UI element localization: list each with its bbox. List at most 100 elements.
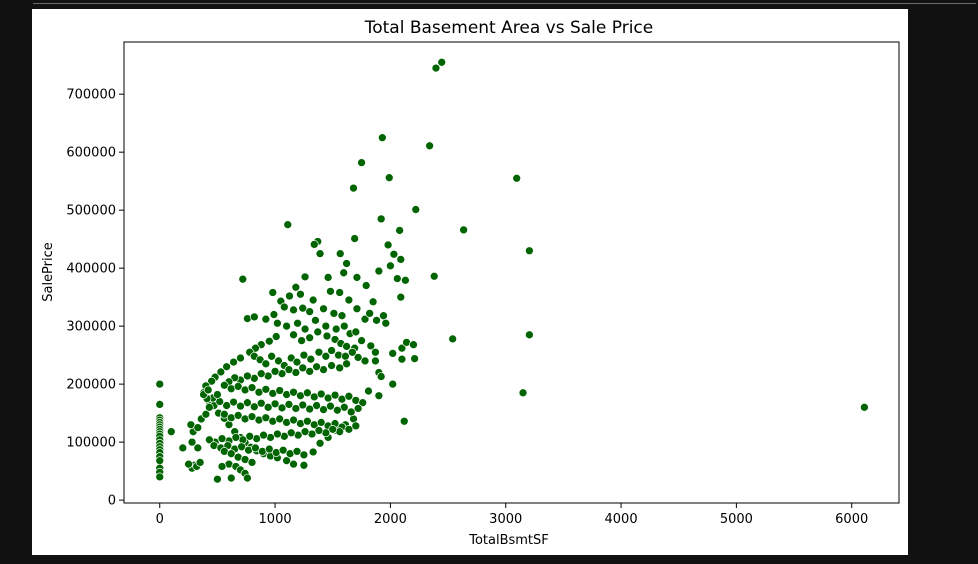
data-point (249, 402, 259, 412)
data-point (376, 372, 386, 381)
data-point (358, 398, 368, 408)
data-point (389, 249, 399, 259)
x-tick-label: 1000 (259, 512, 292, 527)
data-point (353, 404, 363, 413)
data-point (267, 351, 276, 361)
y-tick-label: 400000 (66, 262, 116, 277)
data-point (350, 234, 360, 243)
data-point (275, 414, 285, 424)
data-point (293, 318, 302, 328)
data-point (251, 443, 260, 453)
data-point (383, 240, 393, 250)
data-point (305, 404, 315, 414)
data-point (518, 388, 528, 398)
chart-title: Total Basement Area vs Sale Price (364, 18, 653, 38)
x-tick-label: 6000 (835, 512, 868, 527)
data-point (282, 321, 291, 331)
data-point (374, 391, 384, 401)
data-point (269, 310, 279, 319)
data-point (289, 415, 298, 425)
data-point (331, 324, 341, 334)
data-point (263, 402, 273, 412)
data-point (357, 336, 366, 345)
data-point (274, 356, 283, 366)
data-point (178, 443, 188, 453)
data-point (308, 295, 318, 305)
data-point (226, 449, 236, 459)
data-point (335, 288, 345, 297)
data-point (425, 141, 434, 151)
data-point (330, 390, 340, 400)
data-point (349, 183, 358, 193)
data-point (229, 357, 238, 367)
data-point (300, 272, 310, 282)
data-point (261, 413, 271, 423)
data-point (284, 400, 294, 409)
data-point (386, 261, 395, 271)
data-point (155, 472, 165, 482)
data-point (319, 405, 328, 414)
data-point (395, 226, 404, 235)
data-point (399, 416, 409, 426)
data-point (335, 249, 345, 259)
data-point (326, 286, 335, 296)
data-point (411, 205, 421, 214)
data-point (236, 353, 245, 363)
data-point (264, 444, 274, 454)
data-point (203, 385, 213, 395)
data-point (279, 302, 289, 312)
data-point (361, 281, 371, 290)
data-point (270, 367, 280, 376)
data-point (238, 274, 248, 284)
data-point (351, 421, 361, 431)
data-point (300, 427, 310, 437)
data-point (299, 350, 309, 360)
data-point (292, 357, 302, 367)
data-point (319, 304, 328, 314)
data-point (315, 249, 325, 259)
data-point (352, 273, 362, 282)
data-point (305, 367, 315, 376)
data-point (384, 173, 394, 183)
data-point (155, 456, 165, 466)
data-point (357, 158, 366, 167)
x-axis-label: TotalBsmtSF (468, 533, 549, 548)
data-point (311, 315, 320, 325)
data-point (284, 365, 294, 374)
data-point (305, 333, 315, 343)
data-point (155, 400, 165, 409)
data-point (448, 334, 458, 344)
data-point (285, 291, 294, 301)
data-point (278, 445, 288, 455)
data-points (155, 57, 869, 484)
data-point (360, 356, 370, 366)
data-point (236, 401, 245, 411)
data-point (312, 401, 321, 410)
data-point (396, 292, 406, 302)
data-point (344, 391, 354, 401)
y-tick-label: 0 (108, 494, 116, 509)
data-point (305, 307, 315, 316)
y-axis: 0 100000 200000 300000 400000 500000 600000 700… (66, 88, 124, 509)
data-point (268, 288, 278, 297)
data-point (296, 289, 305, 299)
data-point (289, 330, 298, 340)
data-point (261, 359, 271, 369)
data-point (264, 336, 274, 346)
data-point (292, 447, 302, 456)
data-point (316, 389, 326, 399)
data-point (392, 274, 402, 283)
data-point (256, 398, 266, 408)
data-point (353, 353, 363, 362)
y-axis-label: SalePrice (41, 242, 56, 302)
data-point (410, 354, 419, 363)
data-point (213, 474, 222, 484)
data-point (429, 271, 439, 281)
data-point (388, 349, 398, 358)
data-point (323, 273, 333, 282)
data-point (247, 458, 257, 467)
data-point (217, 462, 227, 471)
data-point (339, 268, 349, 278)
data-point (381, 318, 391, 328)
data-point (342, 342, 351, 351)
